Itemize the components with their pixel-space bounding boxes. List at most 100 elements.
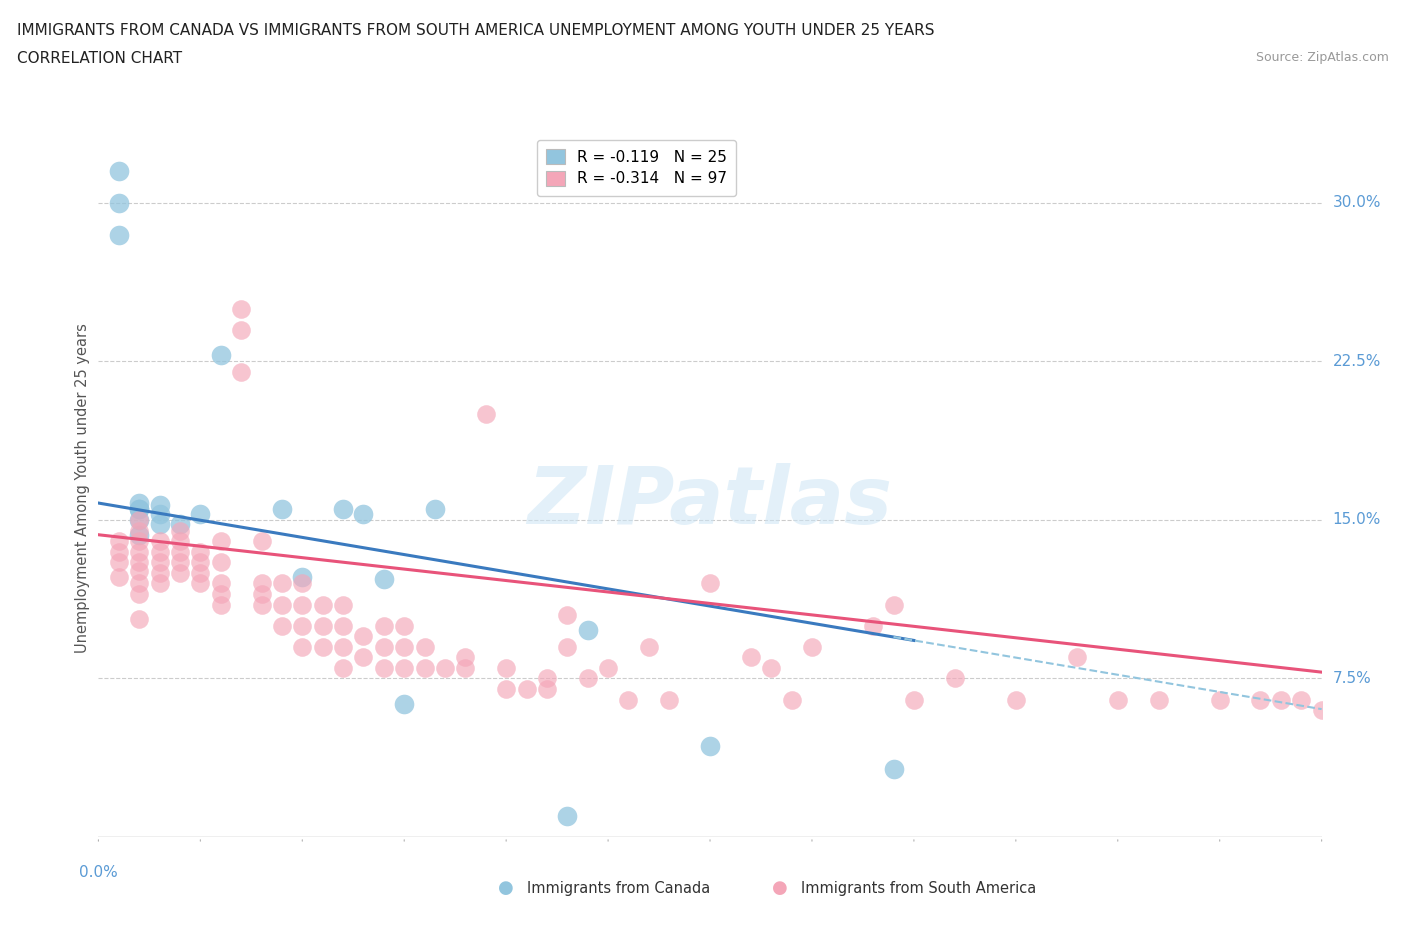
- Point: [209, 576, 232, 591]
- Point: [231, 323, 253, 338]
- Point: [1291, 692, 1313, 707]
- Point: [128, 612, 150, 627]
- Point: [1310, 703, 1333, 718]
- Text: ●: ●: [498, 879, 515, 897]
- Point: [516, 682, 538, 697]
- Point: [188, 555, 212, 570]
- Point: [291, 576, 314, 591]
- Point: [149, 555, 172, 570]
- Point: [576, 671, 599, 686]
- Point: [291, 639, 314, 654]
- Point: [291, 618, 314, 633]
- Point: [169, 544, 191, 559]
- Point: [108, 569, 131, 584]
- Point: [149, 506, 172, 521]
- Point: [270, 597, 294, 612]
- Point: [392, 660, 416, 675]
- Point: [423, 502, 446, 517]
- Text: ●: ●: [772, 879, 789, 897]
- Point: [454, 660, 477, 675]
- Point: [658, 692, 681, 707]
- Point: [699, 576, 721, 591]
- Point: [495, 682, 517, 697]
- Point: [780, 692, 803, 707]
- Point: [108, 164, 131, 179]
- Point: [862, 618, 884, 633]
- Point: [128, 587, 150, 602]
- Point: [943, 671, 966, 686]
- Point: [352, 506, 374, 521]
- Text: Source: ZipAtlas.com: Source: ZipAtlas.com: [1256, 51, 1389, 64]
- Point: [149, 498, 172, 512]
- Point: [699, 738, 721, 753]
- Point: [352, 629, 374, 644]
- Point: [312, 618, 335, 633]
- Point: [1249, 692, 1271, 707]
- Point: [108, 555, 131, 570]
- Point: [209, 587, 232, 602]
- Point: [1270, 692, 1292, 707]
- Text: 15.0%: 15.0%: [1333, 512, 1381, 527]
- Point: [149, 576, 172, 591]
- Point: [332, 597, 354, 612]
- Text: 7.5%: 7.5%: [1333, 671, 1371, 686]
- Point: [392, 639, 416, 654]
- Point: [1004, 692, 1026, 707]
- Point: [169, 555, 191, 570]
- Point: [883, 597, 905, 612]
- Text: 30.0%: 30.0%: [1333, 195, 1381, 210]
- Point: [209, 555, 232, 570]
- Point: [555, 607, 579, 622]
- Point: [536, 682, 558, 697]
- Point: [373, 639, 395, 654]
- Legend: R = -0.119   N = 25, R = -0.314   N = 97: R = -0.119 N = 25, R = -0.314 N = 97: [537, 140, 737, 195]
- Point: [169, 565, 191, 580]
- Point: [373, 572, 395, 587]
- Point: [108, 195, 131, 210]
- Point: [250, 597, 273, 612]
- Text: Immigrants from South America: Immigrants from South America: [801, 881, 1036, 896]
- Point: [454, 650, 477, 665]
- Y-axis label: Unemployment Among Youth under 25 years: Unemployment Among Youth under 25 years: [75, 324, 90, 653]
- Point: [231, 301, 253, 316]
- Point: [555, 639, 579, 654]
- Point: [108, 544, 131, 559]
- Point: [536, 671, 558, 686]
- Point: [169, 523, 191, 538]
- Point: [555, 808, 579, 823]
- Point: [598, 660, 620, 675]
- Point: [761, 660, 783, 675]
- Point: [332, 618, 354, 633]
- Point: [270, 502, 294, 517]
- Point: [149, 544, 172, 559]
- Point: [270, 618, 294, 633]
- Point: [373, 660, 395, 675]
- Point: [209, 348, 232, 363]
- Point: [128, 523, 150, 538]
- Point: [128, 576, 150, 591]
- Point: [352, 650, 374, 665]
- Point: [740, 650, 762, 665]
- Point: [332, 502, 354, 517]
- Point: [188, 544, 212, 559]
- Point: [128, 512, 150, 527]
- Point: [149, 565, 172, 580]
- Point: [128, 555, 150, 570]
- Point: [291, 597, 314, 612]
- Point: [413, 660, 436, 675]
- Point: [128, 502, 150, 517]
- Point: [883, 762, 905, 777]
- Point: [149, 517, 172, 532]
- Point: [128, 496, 150, 511]
- Point: [413, 639, 436, 654]
- Point: [903, 692, 925, 707]
- Point: [332, 639, 354, 654]
- Text: 0.0%: 0.0%: [79, 865, 118, 880]
- Point: [128, 564, 150, 578]
- Point: [332, 660, 354, 675]
- Point: [128, 544, 150, 559]
- Point: [108, 534, 131, 549]
- Point: [128, 527, 150, 542]
- Point: [250, 587, 273, 602]
- Point: [801, 639, 824, 654]
